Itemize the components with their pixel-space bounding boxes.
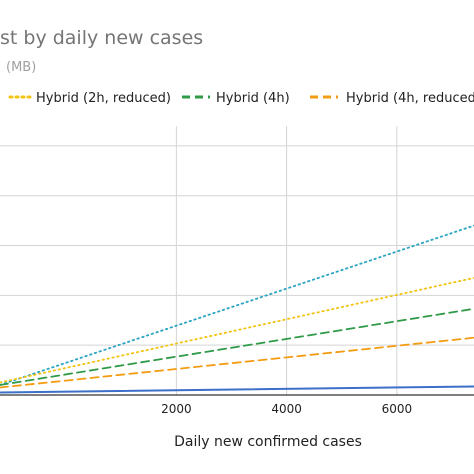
series-line-3: [0, 307, 474, 386]
x-tick-label: 4000: [271, 402, 302, 416]
series-line-2: [0, 276, 474, 384]
legend-label-hybrid-4h-reduced: Hybrid (4h, reduced): [346, 91, 474, 106]
x-tick-label: 6000: [382, 402, 413, 416]
series-lines: [0, 224, 474, 394]
x-tick-label: 2000: [161, 402, 192, 416]
x-axis-label: Daily new confirmed cases: [174, 434, 362, 450]
legend: Hybrid (2h, reduced) Hybrid (4h) Hybrid …: [8, 91, 474, 106]
chart-subtitle: (MB): [6, 60, 36, 75]
chart-title: st by daily new cases: [0, 27, 203, 49]
series-line-0: [0, 385, 474, 394]
series-line-1: [0, 224, 474, 386]
x-tick-labels: 2000 4000 6000: [161, 402, 412, 416]
gridlines: [0, 126, 474, 396]
series-line-4: [0, 336, 474, 389]
legend-label-hybrid-2h-reduced: Hybrid (2h, reduced): [36, 91, 171, 106]
legend-label-hybrid-4h: Hybrid (4h): [216, 91, 290, 106]
